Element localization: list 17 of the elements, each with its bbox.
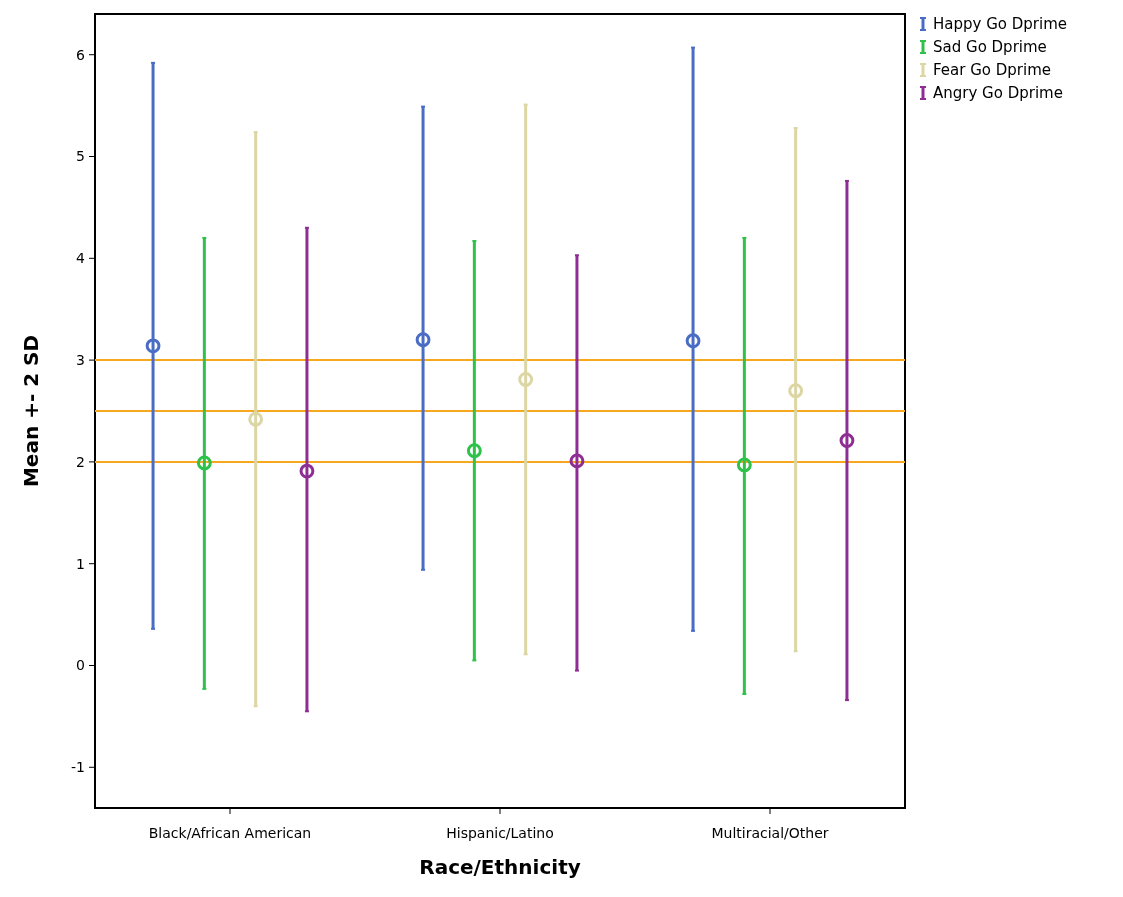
y-axis-title: Mean +- 2 SD bbox=[19, 334, 43, 488]
y-tick-label: 2 bbox=[76, 453, 85, 470]
x-tick-label: Multiracial/Other bbox=[711, 825, 829, 841]
y-tick-label: 4 bbox=[76, 250, 86, 267]
legend-label: Sad Go Dprime bbox=[933, 38, 1047, 57]
x-tick-label: Black/African American bbox=[148, 825, 312, 841]
y-tick-label: 3 bbox=[76, 352, 85, 368]
y-tick-label: 5 bbox=[76, 148, 85, 165]
y-tick-label: 1 bbox=[76, 555, 85, 572]
legend-label: Angry Go Dprime bbox=[933, 84, 1063, 103]
legend-label: Happy Go Dprime bbox=[933, 15, 1067, 34]
x-tick-label: Hispanic/Latino bbox=[446, 825, 554, 841]
x-axis-title: Race/Ethnicity bbox=[419, 855, 581, 879]
y-tick-label: -1 bbox=[71, 759, 85, 776]
y-tick-label: 6 bbox=[76, 46, 86, 63]
y-tick-label: 0 bbox=[76, 657, 85, 674]
legend-label: Fear Go Dprime bbox=[933, 61, 1051, 80]
